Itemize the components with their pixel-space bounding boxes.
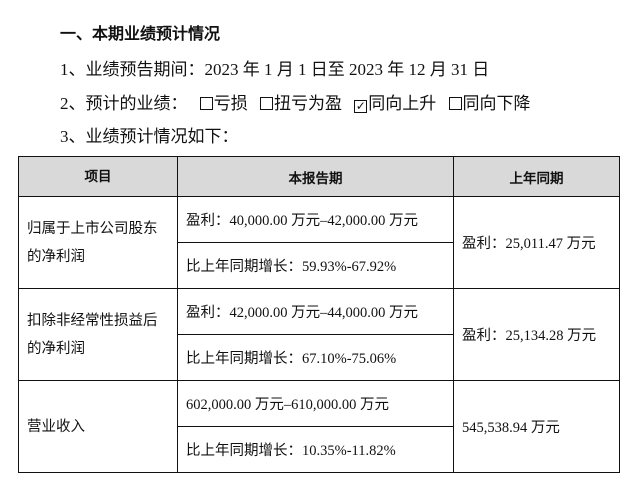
row-item: 归属于上市公司股东的净利润 <box>18 196 178 289</box>
row-growth: 比上年同期增长：10.35%-11.82% <box>177 426 454 473</box>
forecast-type-label: 2、预计的业绩： <box>60 94 188 113</box>
row-prior: 盈利：25,011.47 万元 <box>453 196 620 289</box>
table-header: 项目 本报告期 上年同期 <box>18 156 620 197</box>
option-turnaround: 扭亏为盈 <box>252 94 342 113</box>
row-current: 盈利：42,000.00 万元–44,000.00 万元 <box>177 288 454 335</box>
header-prior: 上年同期 <box>453 156 620 197</box>
table-intro: 3、业绩预计情况如下： <box>60 127 239 146</box>
checked-checkbox-icon: ✓ <box>354 99 368 113</box>
forecast-period: 1、业绩预告期间：2023 年 1 月 1 日至 2023 年 12 月 31 … <box>60 60 490 79</box>
row-item: 营业收入 <box>18 380 178 473</box>
row-prior: 545,538.94 万元 <box>453 380 620 473</box>
header-current: 本报告期 <box>177 156 454 197</box>
forecast-type: 2、预计的业绩： 亏损 扭亏为盈 ✓ 同向上升 同向下降 <box>60 89 531 114</box>
row-current: 盈利：40,000.00 万元–42,000.00 万元 <box>177 196 454 243</box>
checkbox-icon <box>199 97 213 110</box>
header-item: 项目 <box>18 156 178 197</box>
row-item: 扣除非经常性损益后的净利润 <box>18 288 178 381</box>
checkbox-icon <box>448 97 462 110</box>
row-current: 602,000.00 万元–610,000.00 万元 <box>177 380 454 427</box>
row-growth: 比上年同期增长：67.10%-75.06% <box>177 334 454 381</box>
section-heading: 一、本期业绩预计情况 <box>60 24 221 43</box>
checkbox-icon <box>260 97 273 110</box>
table-row: 扣除非经常性损益后的净利润 盈利：42,000.00 万元–44,000.00 … <box>18 288 620 381</box>
row-prior: 盈利：25,134.28 万元 <box>453 288 620 381</box>
option-loss: 亏损 <box>192 94 248 113</box>
table-row: 营业收入 602,000.00 万元–610,000.00 万元 545,538… <box>18 380 620 473</box>
option-decrease: 同向下降 <box>441 94 531 113</box>
option-increase: ✓ 同向上升 <box>354 94 437 113</box>
forecast-table: 项目 本报告期 上年同期 归属于上市公司股东的净利润 盈利：40,000.00 … <box>18 156 620 473</box>
table-row: 归属于上市公司股东的净利润 盈利：40,000.00 万元–42,000.00 … <box>18 196 620 289</box>
row-growth: 比上年同期增长：59.93%-67.92% <box>177 242 454 289</box>
